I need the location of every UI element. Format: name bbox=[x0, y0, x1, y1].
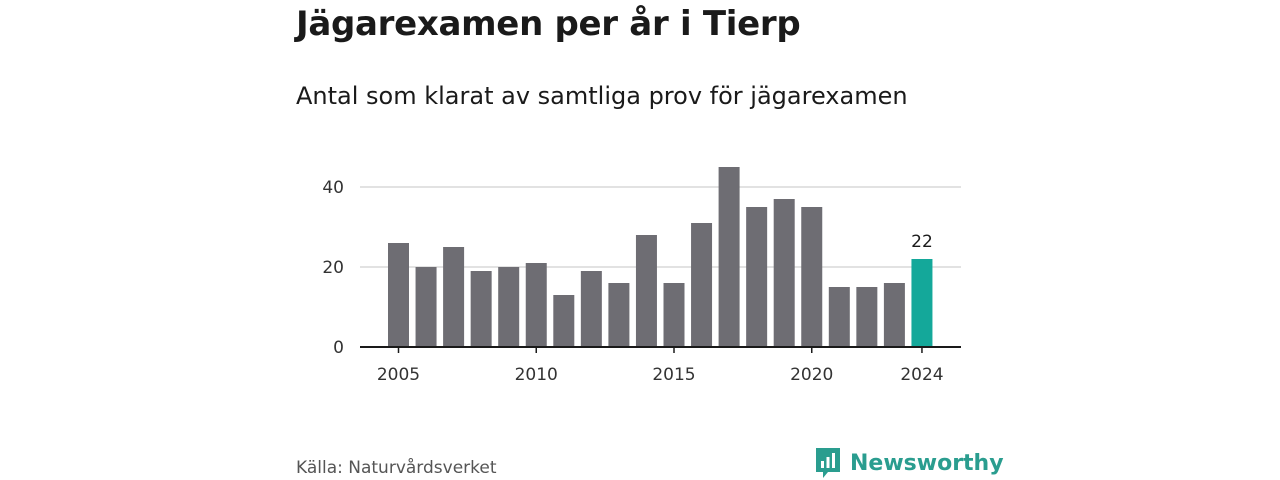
bar-2013 bbox=[608, 283, 630, 347]
bar-2008 bbox=[470, 271, 492, 347]
bar-2010 bbox=[525, 263, 547, 347]
y-tick-label: 40 bbox=[322, 178, 344, 198]
x-tick-label: 2010 bbox=[515, 365, 558, 385]
bar-2019 bbox=[773, 199, 795, 347]
bar-2015 bbox=[663, 283, 685, 347]
chart-title: Jägarexamen per år i Tierp bbox=[296, 4, 801, 44]
x-tick-label: 2020 bbox=[790, 365, 833, 385]
brand-name: Newsworthy bbox=[850, 450, 1004, 476]
bar-2018 bbox=[746, 207, 768, 347]
data-label-2024: 22 bbox=[911, 232, 933, 252]
y-axis-ticks: 0 20 40 bbox=[322, 178, 344, 358]
data-labels: 22 bbox=[911, 232, 933, 252]
x-axis-ticks: 2005 2010 2015 2020 2024 bbox=[377, 347, 944, 385]
bar-2011 bbox=[553, 295, 575, 347]
bar-2007 bbox=[443, 247, 465, 347]
brand-logo: Newsworthy bbox=[814, 446, 1004, 480]
x-tick-label: 2024 bbox=[900, 365, 943, 385]
x-tick-label: 2005 bbox=[377, 365, 420, 385]
y-tick-label: 20 bbox=[322, 258, 344, 278]
bar-2006 bbox=[415, 267, 437, 347]
bar-2021 bbox=[828, 287, 850, 347]
chart-subtitle: Antal som klarat av samtliga prov för jä… bbox=[296, 82, 908, 110]
source-note: Källa: Naturvårdsverket bbox=[296, 458, 497, 478]
newsworthy-logo-icon bbox=[816, 448, 840, 478]
bars bbox=[388, 167, 933, 347]
bar-2005 bbox=[388, 243, 409, 347]
bar-2023 bbox=[883, 283, 905, 347]
x-tick-label: 2015 bbox=[652, 365, 695, 385]
bar-2009 bbox=[498, 267, 520, 347]
y-tick-label: 0 bbox=[333, 338, 344, 358]
bar-2014 bbox=[635, 235, 657, 347]
bar-2017 bbox=[718, 167, 740, 347]
bar-2012 bbox=[580, 271, 602, 347]
bar-2022 bbox=[856, 287, 878, 347]
bar-2020 bbox=[801, 207, 823, 347]
bar-2016 bbox=[691, 223, 713, 347]
bar-2024 bbox=[911, 259, 933, 347]
